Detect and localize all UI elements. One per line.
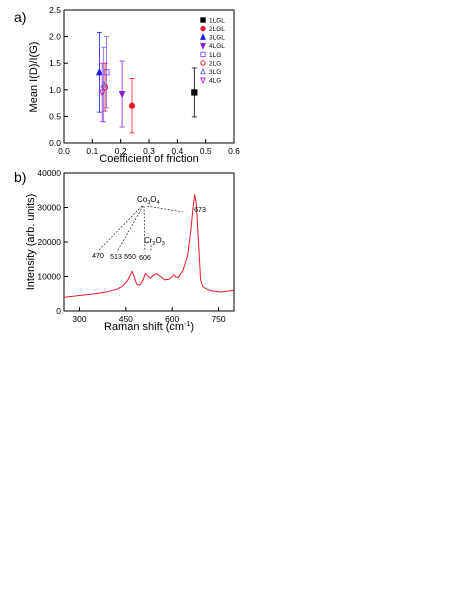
panel-b-x-axis-label-text: Raman shift (cm bbox=[104, 321, 184, 333]
panel-b-x-axis-label-tail: ) bbox=[190, 321, 194, 333]
x-tick-label: 600 bbox=[165, 314, 179, 324]
legend-entry-3LG: 3LG bbox=[200, 67, 221, 76]
legend-label: 1LGL bbox=[209, 17, 225, 24]
marker-square bbox=[200, 51, 206, 58]
panel-a-y-ticks: 0.0 0.5 1.0 1.5 2.0 2.5 bbox=[49, 5, 68, 148]
y-tick-label: 2.5 bbox=[49, 5, 61, 15]
legend-label: 3LG bbox=[209, 69, 221, 76]
peak-leader-lines bbox=[97, 205, 184, 253]
panel-b: b) 300 450 600 750 0 10000 20000 30000 40000 Ra… bbox=[14, 168, 235, 333]
panel-a-data-points bbox=[96, 31, 198, 134]
cr2o3-mid: O bbox=[156, 236, 162, 245]
legend-label: 2LGL bbox=[209, 26, 225, 33]
co3o4-sub2: 4 bbox=[157, 200, 160, 206]
marker-triangle-down bbox=[200, 77, 206, 85]
y-tick-label: 20000 bbox=[37, 237, 61, 247]
data-point-3LGL bbox=[96, 31, 103, 113]
legend-label: 3LGL bbox=[209, 35, 225, 42]
x-tick-label: 0.5 bbox=[200, 146, 212, 156]
data-point-4LGL bbox=[118, 60, 126, 128]
x-tick-label: 750 bbox=[211, 314, 225, 324]
cr2o3-label: Cr2O3 bbox=[144, 236, 165, 247]
x-tick-label: 0.3 bbox=[143, 146, 155, 156]
x-tick-label: 0.4 bbox=[171, 146, 183, 156]
legend-entry-4LGL: 4LGL bbox=[200, 43, 225, 50]
cr2o3-sub2: 3 bbox=[162, 241, 165, 247]
cr2o3-base: Cr bbox=[144, 236, 153, 245]
cr2o3-sub1: 2 bbox=[152, 241, 155, 247]
leader-513 bbox=[116, 205, 144, 253]
panel-a-label: a) bbox=[14, 9, 26, 25]
y-tick-label: 30000 bbox=[37, 203, 61, 213]
x-tick-label: 0.2 bbox=[115, 146, 127, 156]
panel-b-label: b) bbox=[14, 169, 26, 185]
leader-470 bbox=[97, 205, 143, 252]
panel-a-x-axis-label: Coefficient of friction bbox=[99, 153, 198, 165]
panel-b-x-axis-label-sup: -1 bbox=[184, 321, 190, 328]
y-tick-label: 1.5 bbox=[49, 58, 61, 68]
leader-673 bbox=[146, 205, 184, 213]
panel-a: a) 0.0 0.1 0.2 0.3 0.4 0.5 0.6 0.0 0.5 1.0 1.5 2.0… bbox=[14, 5, 240, 165]
panel-a-y-axis-label: Mean I(D)/I(G) bbox=[28, 42, 40, 113]
peak-label-673: 673 bbox=[194, 207, 206, 214]
legend-label: 4LG bbox=[209, 78, 221, 85]
data-point-2LGL bbox=[128, 78, 136, 134]
marker-circle bbox=[128, 102, 136, 109]
peak-label-550: 550 bbox=[124, 254, 136, 261]
y-tick-label: 1.0 bbox=[49, 85, 61, 95]
co3o4-base: Co bbox=[137, 195, 148, 204]
peak-label-513: 513 bbox=[110, 254, 122, 261]
x-tick-label: 450 bbox=[119, 314, 133, 324]
marker-triangle-down bbox=[200, 43, 206, 50]
panel-b-x-axis-label: Raman shift (cm-1) bbox=[104, 321, 194, 333]
panel-b-x-ticks: 300 450 600 750 bbox=[72, 307, 226, 324]
co3o4-sub1: 3 bbox=[147, 200, 150, 206]
legend-entry-1LG: 1LG bbox=[200, 51, 221, 59]
marker-triangle-down bbox=[118, 90, 126, 99]
legend-entry-1LGL: 1LGL bbox=[200, 17, 225, 24]
y-tick-label: 2.0 bbox=[49, 32, 61, 42]
x-tick-label: 300 bbox=[72, 314, 86, 324]
panel-a-x-ticks: 0.0 0.1 0.2 0.3 0.4 0.5 0.6 bbox=[58, 139, 240, 156]
marker-triangle-up bbox=[200, 67, 206, 75]
legend-entry-2LG: 2LG bbox=[200, 60, 221, 67]
y-tick-label: 10000 bbox=[37, 272, 61, 282]
co3o4-mid: O bbox=[150, 195, 156, 204]
panel-b-y-ticks: 0 10000 20000 30000 40000 bbox=[37, 168, 68, 316]
panel-b-spectrum-line bbox=[63, 194, 235, 298]
marker-triangle-up bbox=[200, 33, 206, 40]
data-point-3LG bbox=[100, 46, 108, 123]
x-tick-label: 0.0 bbox=[58, 146, 70, 156]
legend-label: 4LGL bbox=[209, 43, 225, 50]
data-point-1LGL bbox=[191, 67, 198, 118]
legend-label: 1LG bbox=[209, 52, 221, 59]
peak-label-470: 470 bbox=[92, 253, 104, 260]
y-tick-label: 0 bbox=[56, 306, 61, 316]
marker-circle bbox=[200, 25, 206, 32]
y-tick-label: 0.5 bbox=[49, 111, 61, 121]
marker-circle bbox=[200, 60, 206, 66]
data-point-4LG bbox=[98, 62, 106, 123]
y-tick-label: 40000 bbox=[37, 168, 61, 178]
legend-label: 2LG bbox=[209, 60, 221, 67]
peak-label-606: 606 bbox=[139, 255, 151, 262]
x-tick-label: 0.6 bbox=[228, 146, 240, 156]
leader-606 bbox=[143, 205, 146, 253]
legend-entry-3LGL: 3LGL bbox=[200, 33, 225, 42]
y-tick-label: 0.0 bbox=[49, 138, 61, 148]
marker-square bbox=[200, 17, 206, 23]
marker-triangle-up bbox=[96, 67, 103, 76]
co3o4-label: Co3O4 bbox=[137, 195, 160, 206]
legend-entry-4LG: 4LG bbox=[200, 77, 221, 85]
marker-square bbox=[191, 89, 198, 96]
x-tick-label: 0.1 bbox=[86, 146, 98, 156]
marker-triangle-down bbox=[98, 89, 106, 97]
legend-entry-2LGL: 2LGL bbox=[200, 25, 225, 33]
panel-b-y-axis-label: Intensity (arb. units) bbox=[25, 194, 37, 291]
